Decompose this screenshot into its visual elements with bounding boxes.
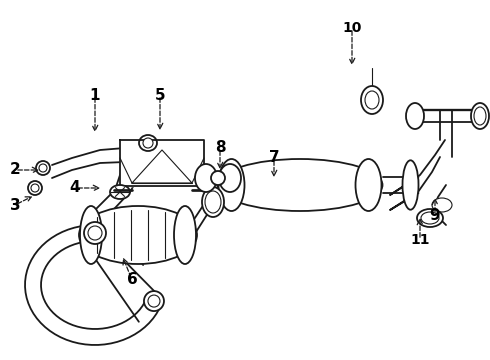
Text: 5: 5 [155,87,165,103]
Text: 4: 4 [70,180,80,195]
Ellipse shape [195,164,217,192]
Text: 6: 6 [126,273,137,288]
Ellipse shape [174,206,196,264]
Ellipse shape [406,103,424,129]
Text: 10: 10 [343,21,362,35]
Ellipse shape [88,226,102,240]
Ellipse shape [148,295,160,307]
Text: 3: 3 [10,198,20,212]
Circle shape [211,171,225,185]
Ellipse shape [219,159,245,211]
Ellipse shape [79,206,197,264]
Ellipse shape [356,159,382,211]
Text: 7: 7 [269,150,279,166]
Ellipse shape [84,222,106,244]
Text: 2: 2 [10,162,21,177]
Polygon shape [132,150,192,183]
Ellipse shape [474,107,486,125]
Ellipse shape [202,187,224,217]
Ellipse shape [365,91,379,109]
Ellipse shape [361,86,383,114]
Text: 1: 1 [90,87,100,103]
Ellipse shape [139,135,157,151]
Ellipse shape [28,181,42,195]
Ellipse shape [417,209,443,227]
Ellipse shape [402,160,418,210]
Ellipse shape [218,159,383,211]
Ellipse shape [39,164,47,172]
Ellipse shape [36,161,50,175]
Ellipse shape [110,185,130,199]
Text: 11: 11 [410,233,430,247]
Text: 8: 8 [215,140,225,156]
Ellipse shape [143,138,153,148]
Ellipse shape [421,212,439,224]
Ellipse shape [471,103,489,129]
Ellipse shape [432,198,452,212]
Ellipse shape [205,191,221,213]
Ellipse shape [219,164,241,192]
Ellipse shape [80,206,102,264]
Text: 9: 9 [430,207,441,222]
Ellipse shape [31,184,39,192]
Polygon shape [120,140,204,186]
Ellipse shape [144,291,164,311]
